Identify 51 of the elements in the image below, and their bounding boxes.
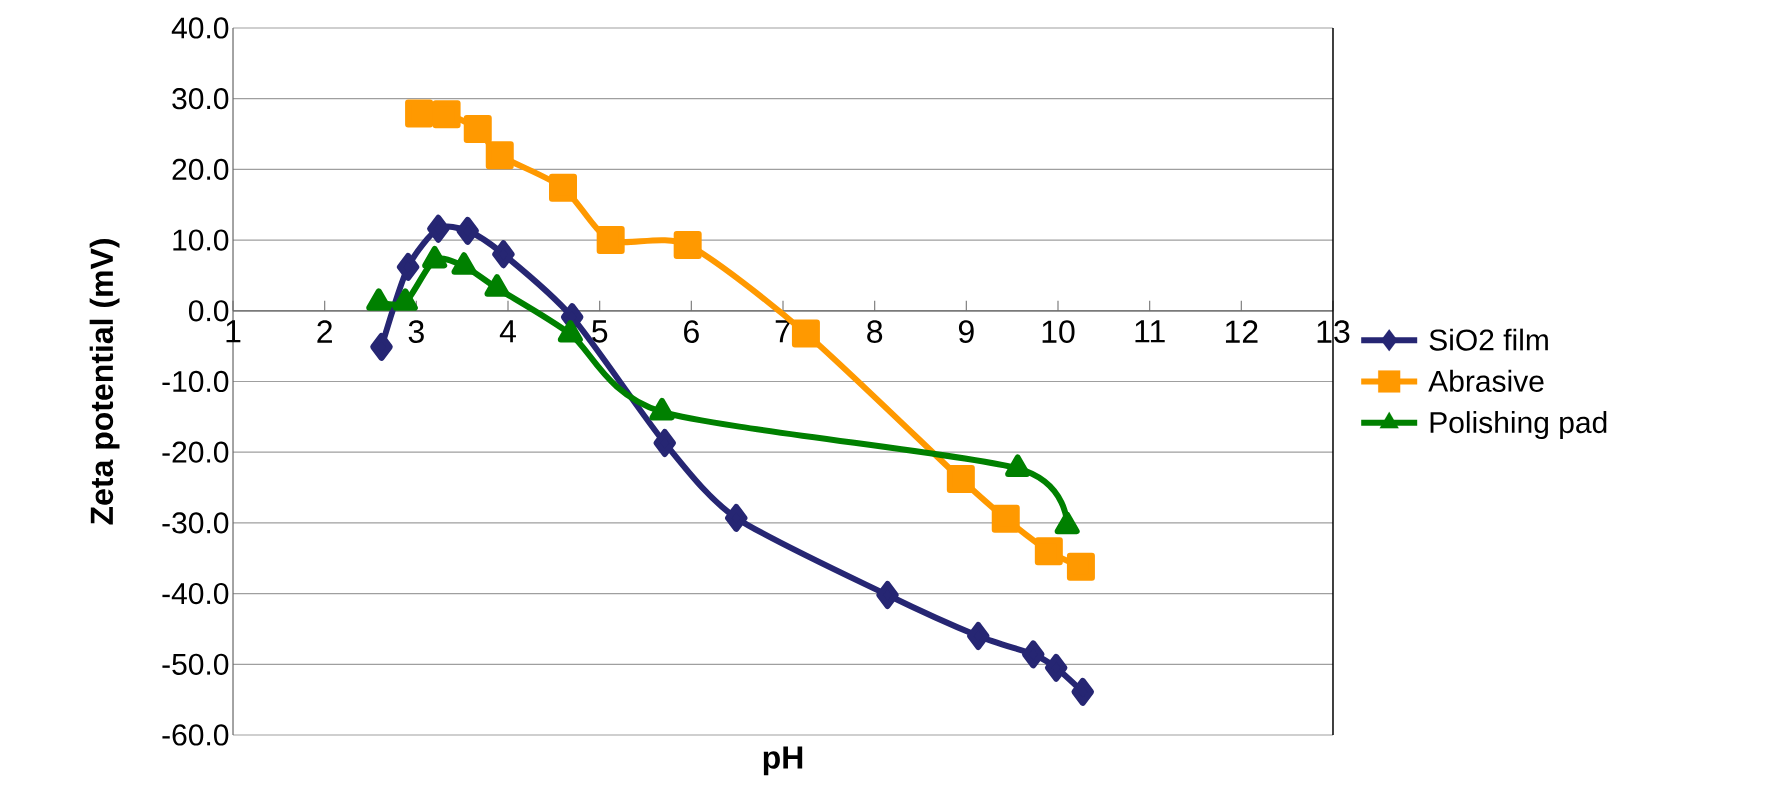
x-tick-label: 2	[317, 320, 332, 343]
x-tick-label: 4	[499, 320, 516, 343]
y-tick-label: -30.0	[162, 512, 229, 534]
point	[1044, 653, 1068, 682]
y-axis-title: Zeta potential (mV)	[89, 239, 120, 525]
point	[370, 332, 393, 361]
point	[876, 581, 899, 609]
point	[463, 115, 492, 144]
point	[492, 240, 515, 269]
y-tick-label: 0.0	[188, 300, 229, 322]
point	[1022, 640, 1045, 669]
x-tick-label: 12	[1225, 320, 1258, 343]
y-tick-label: -10.0	[162, 370, 229, 393]
y-tick-label: -50.0	[162, 653, 229, 675]
x-tick-label: 3	[408, 320, 424, 343]
point	[653, 428, 676, 457]
legend-label: Abrasive	[1428, 369, 1544, 392]
legend-label: SiO2 film	[1429, 328, 1548, 351]
y-tick-label: 20.0	[172, 158, 229, 181]
point	[991, 504, 1020, 533]
y-tick-label: 40.0	[171, 17, 229, 39]
x-tick-label: 8	[867, 320, 883, 343]
point	[791, 319, 820, 348]
point	[725, 503, 748, 532]
x-tick-label: 11	[1135, 320, 1165, 343]
point	[427, 214, 450, 243]
y-tick-label: 30.0	[172, 88, 229, 110]
y-tick-label: 10.0	[173, 229, 229, 251]
y-tick-label: -60.0	[162, 724, 229, 746]
x-tick-label: 5	[592, 320, 608, 343]
point	[396, 252, 420, 281]
point	[432, 100, 461, 129]
point	[1066, 552, 1095, 581]
point	[485, 141, 514, 170]
x-tick-label: 1	[226, 320, 241, 343]
point	[1071, 677, 1094, 706]
y-tick-label: -40.0	[162, 582, 229, 605]
x-axis-title: pH	[763, 746, 803, 776]
x-tick-label: 6	[684, 320, 699, 343]
x-tick-label: 9	[958, 320, 974, 343]
point	[549, 173, 578, 202]
point	[1034, 537, 1063, 566]
point	[967, 622, 990, 650]
point	[946, 465, 975, 494]
point	[405, 99, 434, 128]
point	[673, 231, 702, 260]
point	[596, 226, 625, 255]
point	[456, 216, 479, 245]
legend-label: Polishing pad	[1430, 411, 1607, 440]
y-tick-label: -20.0	[162, 441, 229, 463]
x-tick-label: 10	[1042, 320, 1075, 343]
